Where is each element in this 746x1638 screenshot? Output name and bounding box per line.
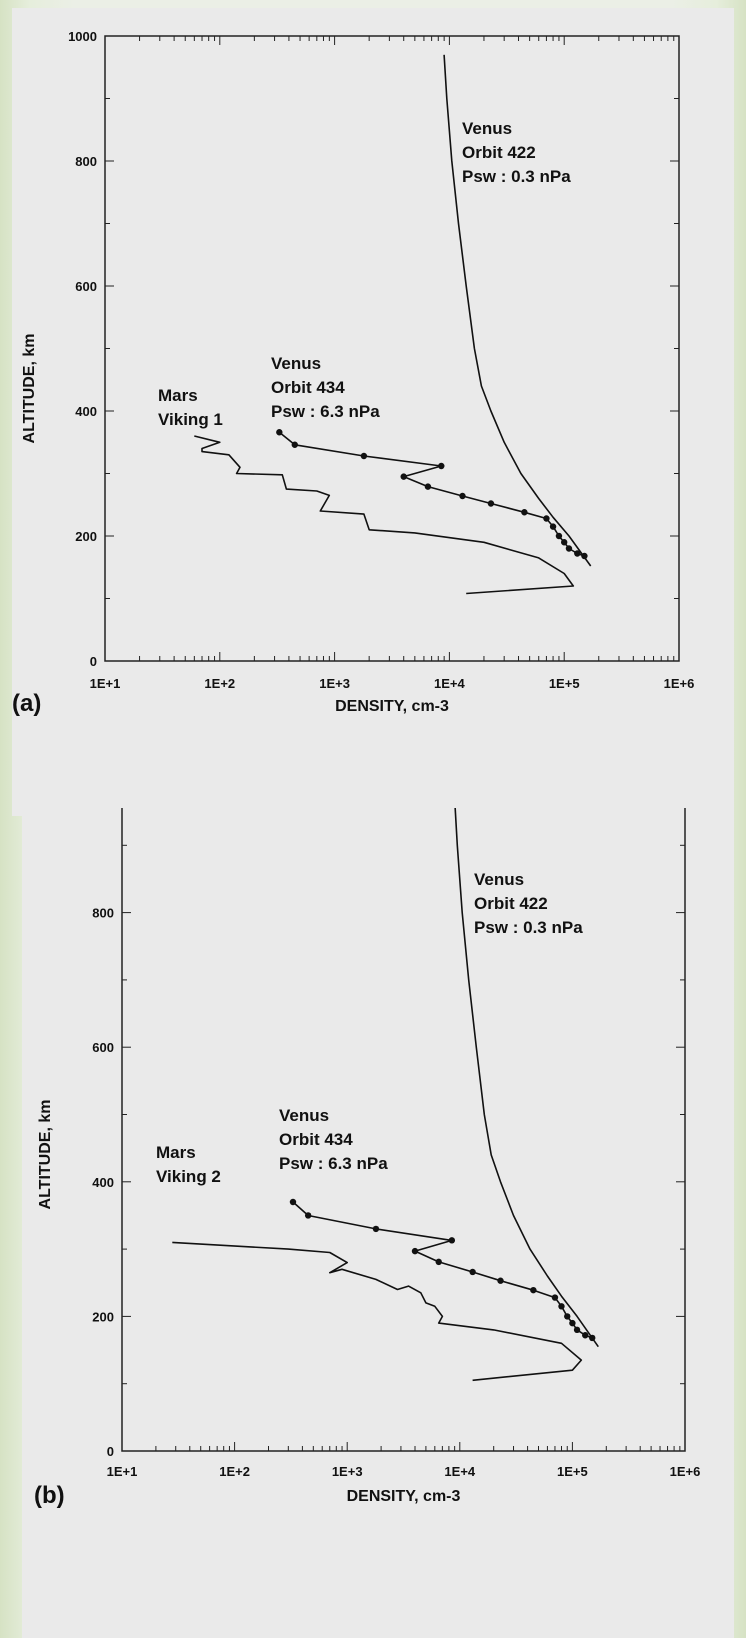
data-point-venus434: [569, 1319, 576, 1327]
data-point-venus434: [573, 1326, 581, 1334]
x-tick-label: 1E+1: [107, 1464, 138, 1479]
data-point-venus434: [581, 552, 588, 560]
data-point-venus434: [411, 1247, 419, 1255]
annotation-venus422: Orbit 422: [474, 894, 548, 913]
y-tick-label: 800: [92, 906, 114, 921]
data-point-venus434: [487, 500, 495, 507]
x-tick-label: 1E+5: [557, 1464, 588, 1479]
data-point-venus434: [304, 1212, 312, 1219]
annotation-venus434: Psw : 6.3 nPa: [271, 402, 380, 421]
altitude-density-chart-a: 1E+1 1E+2 1E+3 1E+4 1E+5 1E+6 0 200 400 600 800 100…: [12, 29, 695, 717]
annotation-mars: Mars: [158, 386, 198, 405]
data-point-venus434: [469, 1268, 476, 1276]
data-point-venus434: [360, 452, 368, 460]
series-line-mars: [194, 435, 575, 595]
annotation-venus434: Orbit 434: [279, 1130, 353, 1149]
chart-panel-b: 1E+11E+21E+31E+41E+51E+60200400600800100…: [22, 808, 734, 1638]
annotation-venus434: Venus: [279, 1106, 329, 1125]
data-point-venus434: [438, 462, 445, 470]
x-tick-label: 1E+6: [664, 676, 695, 691]
annotation-mars: Viking 2: [156, 1167, 221, 1186]
series-line-venus434: [278, 431, 585, 557]
y-tick-label: 0: [90, 654, 97, 669]
series-line-mars: [172, 1241, 583, 1382]
data-point-venus434: [549, 523, 557, 530]
y-tick-label: 1000: [68, 29, 97, 44]
data-point-venus434: [435, 1258, 442, 1266]
data-point-venus434: [448, 1237, 456, 1244]
y-axis-label: ALTITUDE, km: [21, 334, 38, 444]
plot-frame: [121, 808, 686, 1452]
x-tick-label: 1E+6: [670, 1464, 701, 1479]
data-point-venus434: [543, 515, 550, 522]
data-point-venus434: [521, 509, 528, 516]
y-tick-label: 400: [92, 1175, 114, 1190]
data-point-venus434: [564, 1313, 571, 1320]
series-line-venus434: [292, 1201, 593, 1339]
y-tick-label: 800: [75, 154, 97, 169]
y-ticks: [122, 844, 685, 1452]
annotation-venus434: Psw : 6.3 nPa: [279, 1154, 388, 1173]
data-point-venus434: [459, 492, 466, 500]
y-tick-label: 0: [107, 1444, 114, 1459]
data-point-venus434: [565, 545, 573, 552]
x-axis-label: DENSITY, cm-3: [335, 698, 449, 715]
annotation-venus422: Psw : 0.3 nPa: [474, 918, 583, 937]
x-tick-label: 1E+2: [219, 1464, 250, 1479]
x-tick-label: 1E+1: [90, 676, 121, 691]
altitude-density-chart-b: 1E+11E+21E+31E+41E+51E+60200400600800100…: [34, 808, 701, 1509]
data-point-venus434: [574, 550, 581, 557]
y-tick-label: 600: [92, 1040, 114, 1055]
panel-label: (b): [34, 1482, 65, 1509]
data-point-venus434: [589, 1334, 596, 1342]
data-point-venus434: [400, 473, 407, 480]
x-tick-label: 1E+5: [549, 676, 580, 691]
y-tick-label: 400: [75, 404, 97, 419]
x-tick-label: 1E+3: [319, 676, 350, 691]
annotation-mars: Viking 1: [158, 410, 223, 429]
y-ticks: [105, 35, 679, 662]
x-tick-label: 1E+4: [434, 676, 465, 691]
data-point-venus434: [582, 1332, 589, 1339]
annotation-venus422: Orbit 422: [462, 143, 536, 162]
annotation-venus434: Venus: [271, 354, 321, 373]
x-tick-label: 1E+3: [332, 1464, 363, 1479]
data-point-venus434: [276, 429, 283, 436]
x-tick-label: 1E+2: [204, 676, 235, 691]
x-tick-label: 1E+4: [444, 1464, 475, 1479]
panel-label: (a): [12, 690, 41, 717]
y-tick-label: 600: [75, 279, 97, 294]
chart-panel-a: 1E+1 1E+2 1E+3 1E+4 1E+5 1E+6 0 200 400 600 800 100…: [12, 8, 734, 816]
data-point-venus434: [289, 1198, 297, 1206]
data-point-venus434: [558, 1303, 565, 1310]
annotation-mars: Mars: [156, 1143, 196, 1162]
data-point-venus434: [424, 483, 432, 490]
annotation-venus422: Psw : 0.3 nPa: [462, 167, 571, 186]
x-axis-label: DENSITY, cm-3: [347, 1488, 461, 1505]
x-ticks: [104, 36, 675, 661]
data-point-venus434: [551, 1294, 559, 1301]
y-axis-label: ALTITUDE, km: [37, 1100, 54, 1210]
y-tick-label: 200: [92, 1309, 114, 1324]
annotation-venus422: Venus: [474, 870, 524, 889]
data-point-venus434: [372, 1225, 380, 1233]
y-tick-label: 200: [75, 529, 97, 544]
series-line-venus422: [443, 54, 592, 567]
data-point-venus434: [555, 532, 563, 540]
annotation-venus422: Venus: [462, 119, 512, 138]
data-point-venus434: [561, 539, 568, 546]
data-point-venus434: [497, 1277, 504, 1284]
x-ticks: [121, 1442, 681, 1451]
data-point-venus434: [530, 1286, 537, 1294]
series-line-venus422: [454, 808, 599, 1348]
data-point-venus434: [291, 441, 298, 448]
plot-frame: [104, 35, 680, 662]
annotation-venus434: Orbit 434: [271, 378, 345, 397]
